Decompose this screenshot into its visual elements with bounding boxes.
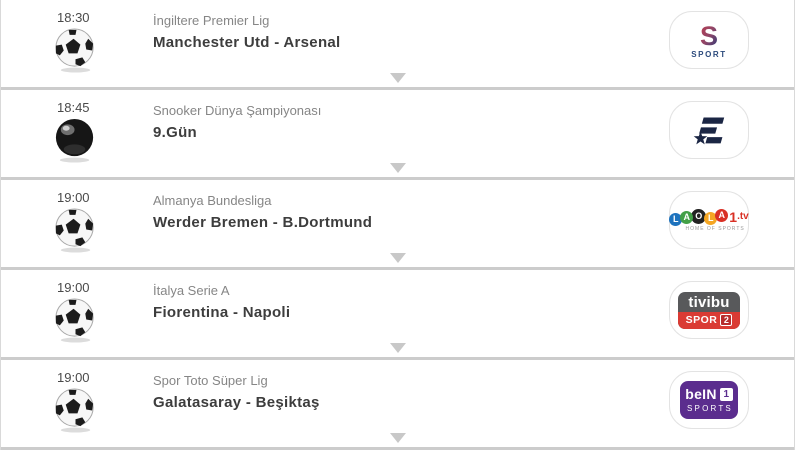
program-row[interactable]: 18:45 Snooker Dünya Şampiyonası 9.Gün (1, 90, 794, 180)
channel-logo-pill: tivibu SPOR 2 (669, 281, 749, 339)
laola-number: 1 (729, 208, 738, 225)
laola-ball-letter: A (715, 209, 729, 222)
tivibu-channel-number: 2 (720, 313, 733, 326)
ssport-label: SPORT (691, 50, 727, 59)
chevron-down-icon[interactable] (389, 343, 406, 353)
ssport-s-icon: S (700, 21, 718, 51)
laola-tagline: HOME OF SPORTS (685, 225, 745, 232)
match-title: Manchester Utd - Arsenal (153, 34, 341, 51)
program-row[interactable]: 19:00 İtalya Serie A Fiorentina - Napoli… (1, 270, 794, 360)
laola1-logo: L A O L A 1 .tv HOME OF SPORTS (669, 208, 749, 232)
program-time: 19:00 (57, 370, 90, 385)
league-label: İtalya Serie A (153, 283, 230, 298)
league-label: Snooker Dünya Şampiyonası (153, 103, 322, 118)
laola-ball-letter: L (704, 212, 718, 225)
league-label: Spor Toto Süper Lig (153, 373, 268, 388)
program-time: 19:00 (57, 280, 90, 295)
tivibu-brand: tivibu (688, 293, 730, 311)
program-row[interactable]: 19:00 Almanya Bundesliga Werder Bremen -… (1, 180, 794, 270)
chevron-down-icon[interactable] (389, 73, 406, 83)
match-title: Galatasaray - Beşiktaş (153, 394, 320, 411)
soccer-ball-icon (55, 28, 94, 73)
laola-tv-suffix: .tv (737, 211, 749, 222)
bein-channel-number: 1 (719, 387, 733, 401)
program-row[interactable]: 18:30 İngiltere Premier Lig Manchester U… (1, 0, 794, 90)
channel-logo-pill: L A O L A 1 .tv HOME OF SPORTS (669, 191, 749, 249)
channel-logo-pill: beIN 1 SPORTS (669, 371, 749, 429)
bein-sports-label: SPORTS (687, 404, 733, 413)
soccer-ball-icon (55, 298, 94, 343)
league-label: Almanya Bundesliga (153, 193, 272, 208)
ssport-logo: S SPORT (689, 21, 729, 59)
soccer-ball-icon (55, 208, 94, 253)
laola-ball-letter: L (669, 213, 683, 226)
program-time: 19:00 (57, 190, 90, 205)
chevron-down-icon[interactable] (389, 433, 406, 443)
match-title: Fiorentina - Napoli (153, 304, 291, 321)
soccer-ball-icon (55, 388, 94, 433)
program-row[interactable]: 19:00 Spor Toto Süper Lig Galatasaray - … (1, 360, 794, 450)
match-title: Werder Bremen - B.Dortmund (153, 214, 373, 231)
program-time: 18:30 (57, 10, 90, 25)
channel-logo-pill: S SPORT (669, 11, 749, 69)
tivibu-logo: tivibu SPOR 2 (678, 291, 740, 329)
svg-text:S: S (700, 21, 718, 49)
tivibu-spor-label: SPOR (685, 313, 718, 326)
chevron-down-icon[interactable] (389, 163, 406, 173)
bein-logo: beIN 1 SPORTS (680, 381, 738, 419)
bein-brand: beIN (685, 386, 717, 402)
laola-ball-letter: A (680, 211, 694, 224)
chevron-down-icon[interactable] (389, 253, 406, 263)
match-title: 9.Gün (153, 124, 198, 141)
snooker-ball-icon (55, 118, 94, 163)
program-time: 18:45 (57, 100, 90, 115)
laola-ball-letter: O (691, 209, 707, 224)
eurosport-logo (693, 117, 725, 145)
channel-logo-pill (669, 101, 749, 159)
league-label: İngiltere Premier Lig (153, 13, 270, 28)
